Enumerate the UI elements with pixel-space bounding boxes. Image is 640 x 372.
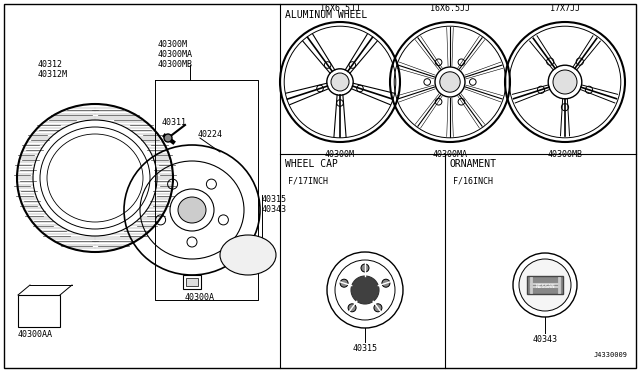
Text: 40224: 40224 <box>198 130 223 139</box>
Bar <box>527 276 563 294</box>
Text: 40311: 40311 <box>162 118 187 127</box>
Text: F/17INCH: F/17INCH <box>288 176 328 185</box>
Circle shape <box>440 72 460 92</box>
Bar <box>18 295 60 327</box>
Text: 40300MB: 40300MB <box>547 150 582 159</box>
Text: 40300AA: 40300AA <box>18 330 53 339</box>
Circle shape <box>164 134 172 142</box>
Text: 40312M: 40312M <box>38 70 68 79</box>
Circle shape <box>361 264 369 272</box>
Text: ORNAMENT: ORNAMENT <box>450 159 497 169</box>
Text: 40300MA: 40300MA <box>158 50 193 59</box>
Text: 17X7JJ: 17X7JJ <box>550 4 580 13</box>
Text: J4330009: J4330009 <box>594 352 628 358</box>
Text: 40300M: 40300M <box>158 40 188 49</box>
Circle shape <box>351 276 379 304</box>
Text: ALUMINUM WHEEL: ALUMINUM WHEEL <box>285 10 367 20</box>
Circle shape <box>340 279 348 287</box>
Bar <box>183 275 201 289</box>
Text: 40300A: 40300A <box>185 293 215 302</box>
Ellipse shape <box>220 235 276 275</box>
Text: 40312: 40312 <box>38 60 63 69</box>
Text: F/16INCH: F/16INCH <box>453 176 493 185</box>
Text: 40315: 40315 <box>353 344 378 353</box>
Circle shape <box>374 304 382 312</box>
Text: 16X6.5JJ: 16X6.5JJ <box>430 4 470 13</box>
Circle shape <box>519 259 571 311</box>
Text: WHEEL CAP: WHEEL CAP <box>285 159 338 169</box>
Ellipse shape <box>178 197 206 223</box>
Circle shape <box>348 304 356 312</box>
Circle shape <box>382 279 390 287</box>
Text: 40300MB: 40300MB <box>158 60 193 69</box>
Circle shape <box>553 70 577 94</box>
Text: 16X6.5JJ: 16X6.5JJ <box>320 4 360 13</box>
Text: NISSAN: NISSAN <box>535 283 555 289</box>
Text: 40343: 40343 <box>532 335 557 344</box>
Text: 40300M: 40300M <box>325 150 355 159</box>
Bar <box>186 278 198 286</box>
Text: 40300MA: 40300MA <box>433 150 467 159</box>
Circle shape <box>331 73 349 91</box>
Text: 40343: 40343 <box>262 205 287 214</box>
Text: 40315: 40315 <box>262 195 287 204</box>
